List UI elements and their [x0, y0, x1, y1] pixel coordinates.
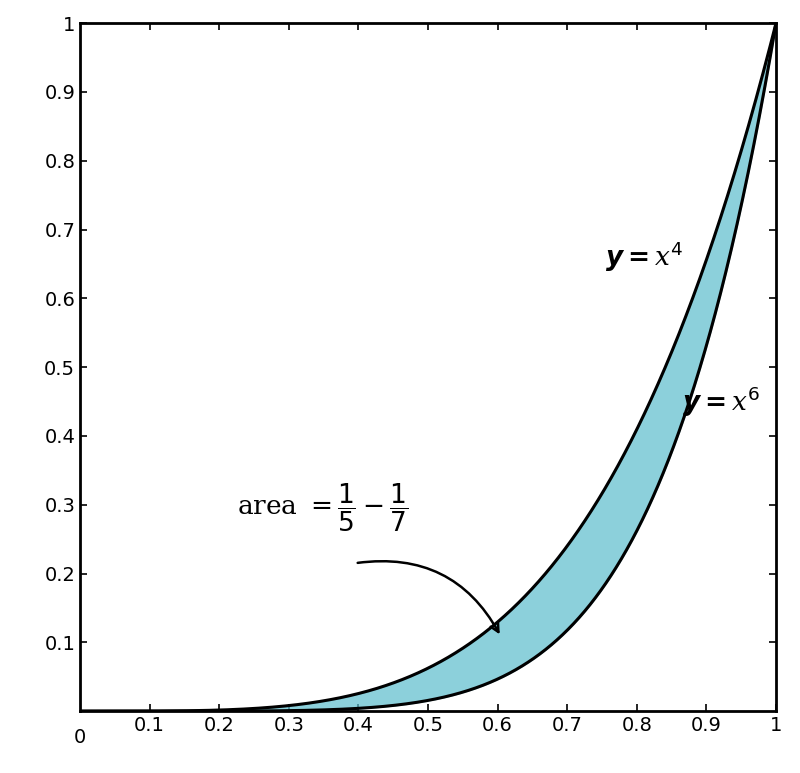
Text: 0: 0	[74, 728, 86, 747]
Text: area $= \dfrac{1}{5} - \dfrac{1}{7}$: area $= \dfrac{1}{5} - \dfrac{1}{7}$	[237, 482, 408, 534]
Text: $\boldsymbol{y = x^6}$: $\boldsymbol{y = x^6}$	[682, 385, 760, 419]
Text: $\boldsymbol{y = x^4}$: $\boldsymbol{y = x^4}$	[606, 240, 683, 274]
